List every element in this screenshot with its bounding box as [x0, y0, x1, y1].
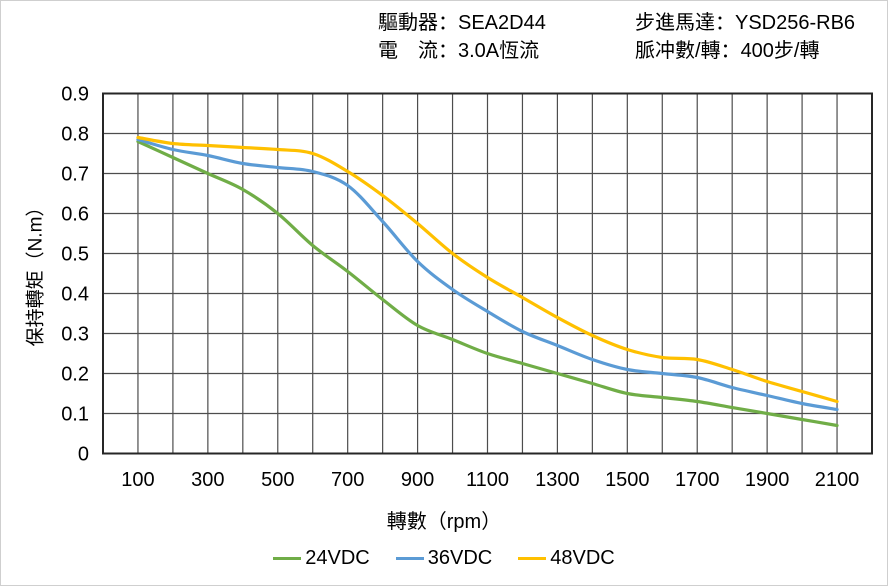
series-line-24vdc	[136, 139, 839, 428]
x-tick-label: 700	[331, 469, 364, 491]
x-tick-label: 2100	[815, 469, 860, 491]
y-tick-label: 0	[78, 444, 89, 466]
legend-label: 24VDC	[305, 547, 370, 569]
legend-item-48vdc: 48VDC	[518, 547, 615, 570]
x-tick-label: 100	[121, 469, 154, 491]
current-value: 3.0A恆流	[458, 40, 540, 62]
y-tick-label: 0.8	[61, 124, 89, 146]
y-tick-label: 0.9	[61, 84, 89, 106]
header-left-column: 驅動器：SEA2D44 電 流：3.0A恆流	[378, 9, 546, 65]
header-right-column: 步進馬達：YSD256-RB6 脈冲數/轉：400步/轉	[635, 9, 855, 65]
legend-item-36vdc: 36VDC	[395, 547, 493, 570]
driver-row: 驅動器：SEA2D44	[378, 9, 546, 37]
y-tick-label: 0.7	[61, 164, 89, 186]
pulse-value: 400步/轉	[740, 40, 820, 62]
series-line-36vdc	[136, 137, 839, 412]
x-tick-label: 1300	[535, 469, 580, 491]
x-tick-label: 900	[401, 469, 434, 491]
current-row: 電 流：3.0A恆流	[378, 37, 546, 65]
driver-value: SEA2D44	[458, 12, 546, 34]
y-tick-label: 0.1	[61, 404, 89, 426]
y-tick-label: 0.2	[61, 364, 89, 386]
plot-border	[102, 92, 873, 455]
driver-label: 驅動器：	[378, 12, 458, 34]
pulse-row: 脈冲數/轉：400步/轉	[635, 37, 855, 65]
y-tick-label: 0.3	[61, 324, 89, 346]
motor-label: 步進馬達：	[635, 12, 735, 34]
x-tick-label: 1700	[675, 469, 720, 491]
x-tick-label: 1500	[605, 469, 650, 491]
legend-item-24vdc: 24VDC	[273, 547, 370, 570]
x-axis-title: 轉數（rpm）	[386, 511, 502, 533]
current-label: 電 流：	[378, 40, 458, 62]
motor-value: YSD256-RB6	[735, 12, 856, 34]
x-tick-label: 1100	[466, 469, 509, 491]
x-tick-label: 300	[191, 469, 224, 491]
y-axis-title: 保持轉矩（N.m）	[25, 197, 47, 347]
chart-legend: 24VDC 36VDC 48VDC	[1, 547, 887, 570]
legend-swatch-36vdc	[395, 557, 424, 560]
x-tick-label: 500	[261, 469, 294, 491]
legend-swatch-24vdc	[273, 557, 302, 560]
pulse-label: 脈冲數/轉：	[635, 40, 741, 62]
legend-swatch-48vdc	[518, 557, 547, 560]
series-line-48vdc	[136, 135, 839, 404]
motor-row: 步進馬達：YSD256-RB6	[635, 9, 855, 37]
legend-label: 36VDC	[427, 547, 493, 569]
legend-label: 48VDC	[550, 547, 615, 569]
y-tick-label: 0.6	[61, 204, 89, 226]
y-tick-label: 0.5	[61, 244, 89, 266]
y-tick-label: 0.4	[61, 284, 89, 306]
x-tick-label: 1900	[745, 469, 790, 491]
